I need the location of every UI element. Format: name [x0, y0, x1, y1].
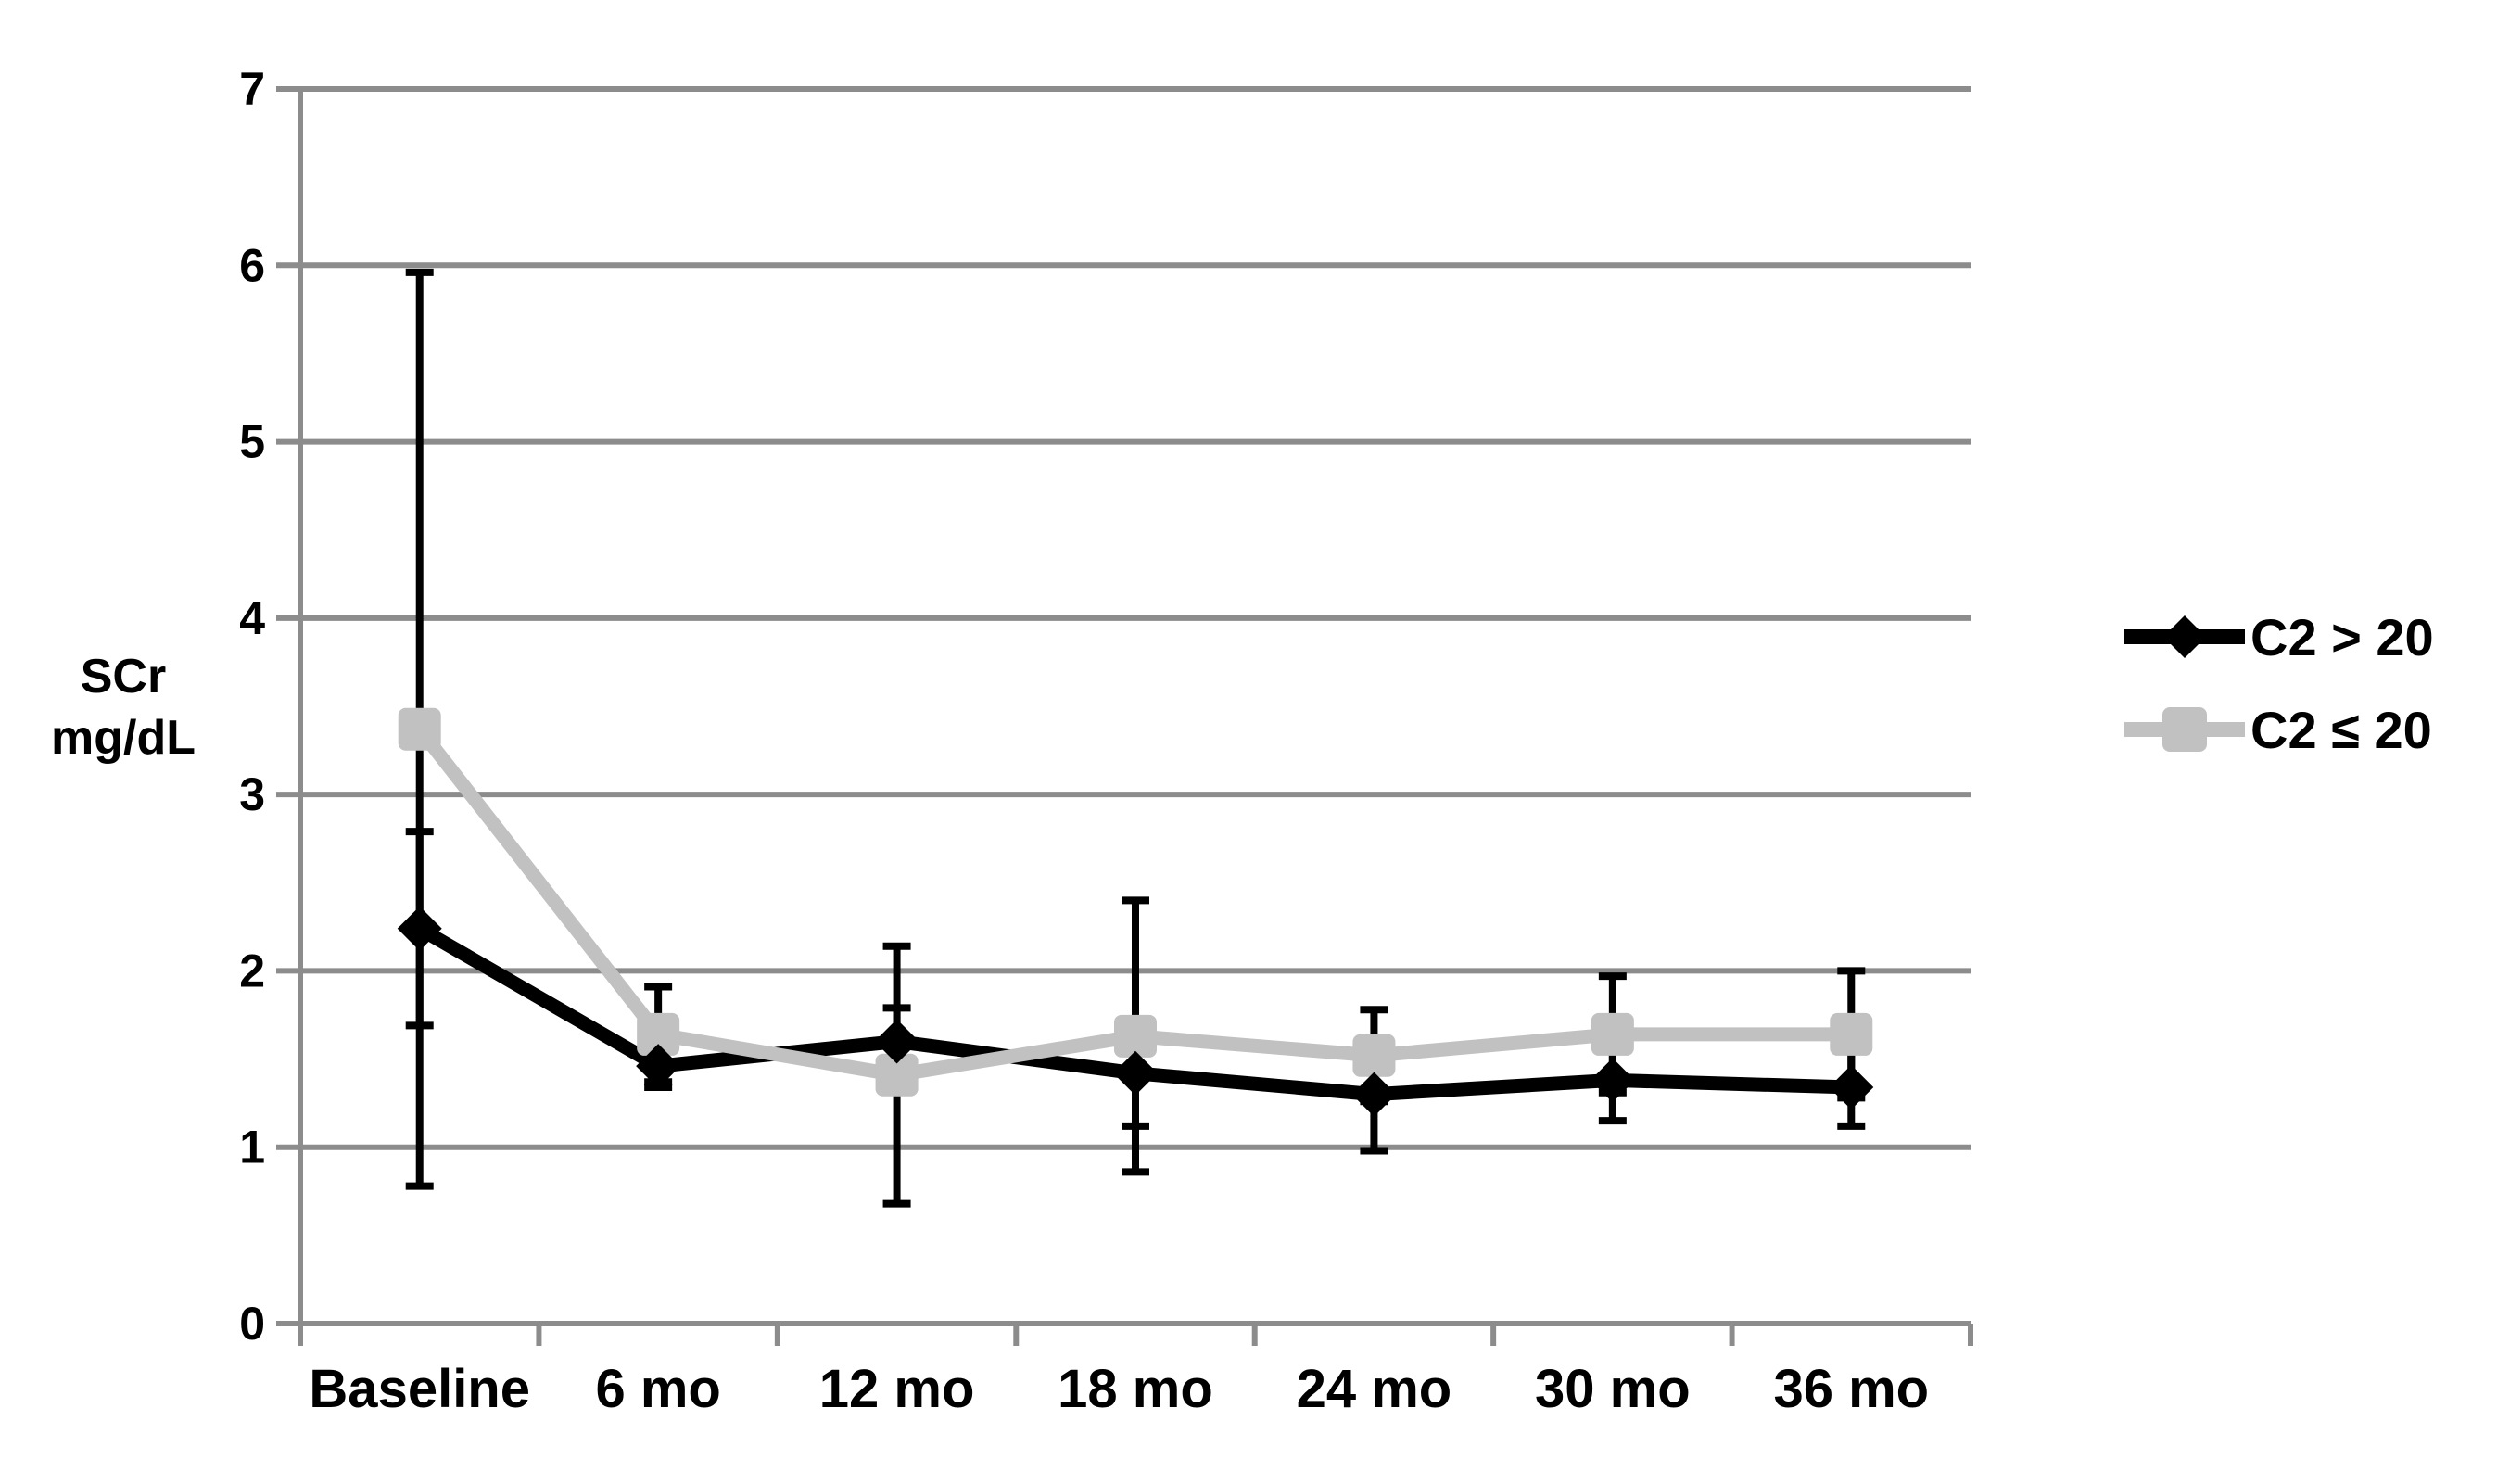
legend: C2 > 20 C2 ≤ 20 — [2124, 590, 2434, 776]
square-marker — [398, 707, 441, 751]
square-marker — [1352, 1034, 1396, 1077]
diamond-marker — [1829, 1065, 1874, 1110]
square-marker — [1114, 1014, 1157, 1058]
legend-line-square-icon — [2124, 707, 2245, 752]
square-marker — [1830, 1012, 1873, 1056]
x-axis-label: 30 mo — [1535, 1359, 1691, 1419]
diamond-marker — [1113, 1050, 1158, 1096]
y-axis-title-line1: SCr — [80, 650, 167, 704]
diamond-marker — [636, 1044, 681, 1089]
x-axis-label: 18 mo — [1058, 1359, 1213, 1419]
y-tick-label: 4 — [239, 592, 265, 644]
y-axis-title: SCr mg/dL — [3, 646, 244, 768]
diamond-marker — [397, 906, 442, 951]
y-tick-label: 2 — [239, 945, 265, 996]
diamond-marker — [1590, 1058, 1635, 1103]
square-marker — [1591, 1012, 1634, 1056]
legend-entry-c2-gt-20: C2 > 20 — [2124, 590, 2434, 683]
y-tick-label: 6 — [239, 239, 265, 291]
diamond-marker — [1351, 1072, 1397, 1117]
square-marker — [637, 1012, 680, 1056]
legend-square-marker — [2162, 707, 2207, 752]
y-axis-title-line2: mg/dL — [51, 711, 196, 765]
y-tick-label: 0 — [239, 1298, 265, 1350]
x-axis-label: Baseline — [309, 1359, 530, 1419]
x-axis-label: 12 mo — [819, 1359, 975, 1419]
legend-label: C2 ≤ 20 — [2250, 700, 2432, 759]
y-tick-label: 5 — [239, 416, 265, 468]
x-axis-label: 24 mo — [1297, 1359, 1452, 1419]
x-axis-label: 6 mo — [595, 1359, 720, 1419]
y-tick-label: 7 — [239, 63, 265, 115]
y-tick-label: 3 — [239, 768, 265, 820]
y-tick-label: 1 — [239, 1122, 265, 1173]
square-marker — [875, 1053, 919, 1097]
legend-diamond-marker — [2163, 615, 2206, 658]
legend-label: C2 > 20 — [2250, 607, 2434, 666]
diamond-marker — [874, 1019, 919, 1064]
legend-line-diamond-icon — [2124, 615, 2245, 658]
legend-entry-c2-le-20: C2 ≤ 20 — [2124, 683, 2434, 776]
x-axis-label: 36 mo — [1773, 1359, 1929, 1419]
